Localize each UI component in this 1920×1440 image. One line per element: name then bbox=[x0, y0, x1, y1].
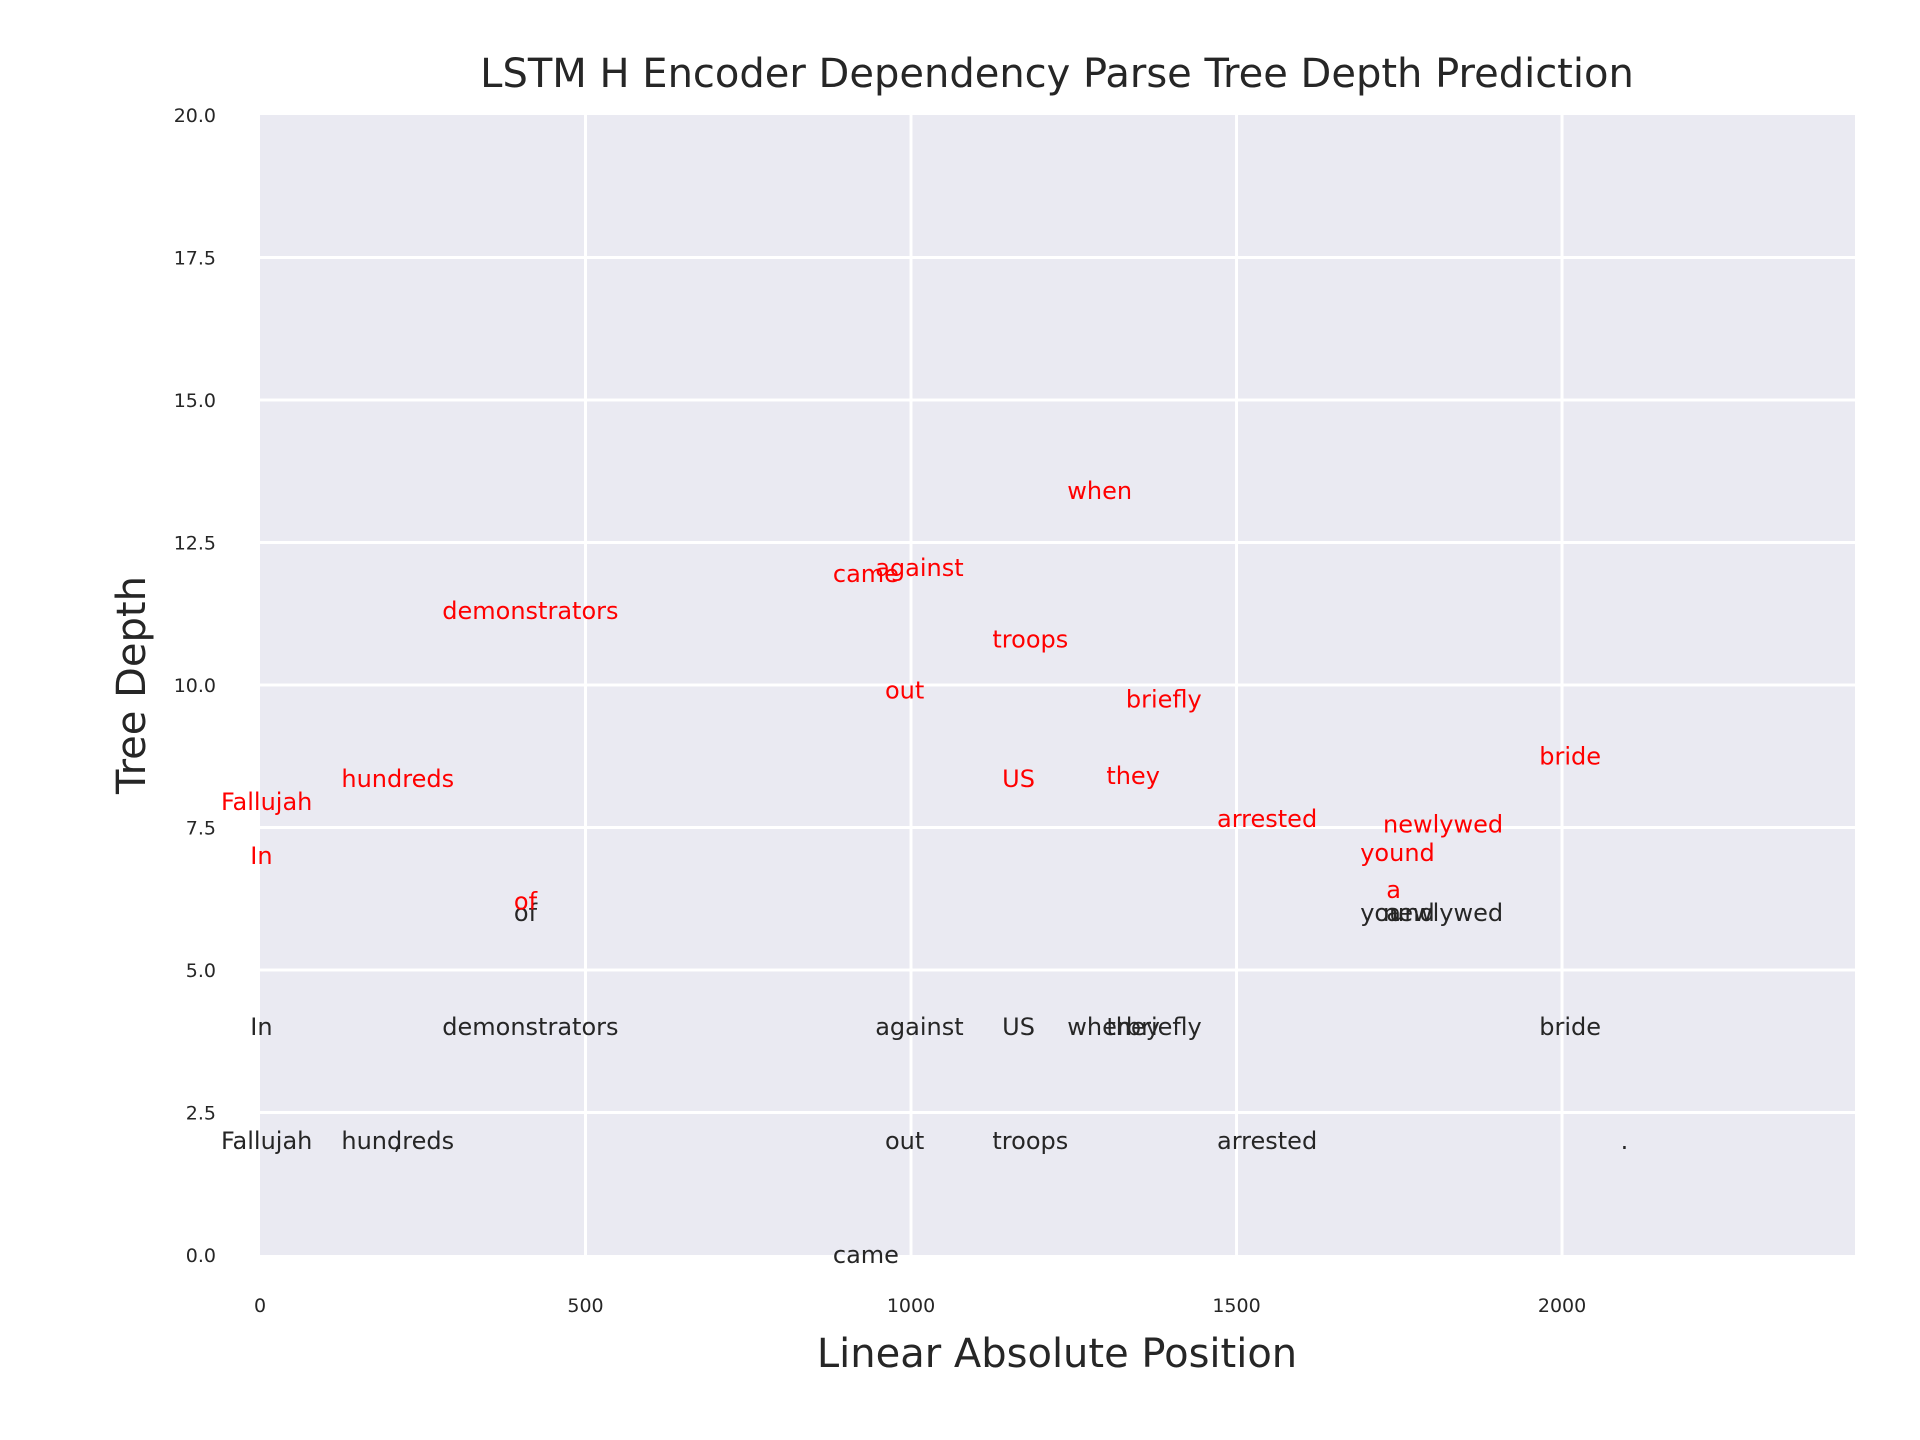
predicted-depth-label: newlywed bbox=[1383, 811, 1503, 839]
gold-depth-label: newlywed bbox=[1383, 899, 1503, 927]
x-tick-label: 500 bbox=[567, 1295, 603, 1317]
gold-depth-label: Fallujah bbox=[221, 1127, 312, 1155]
y-tick-label: 12.5 bbox=[174, 533, 216, 555]
gold-depth-label: . bbox=[1621, 1127, 1629, 1155]
predicted-depth-label: Fallujah bbox=[221, 788, 312, 816]
gold-depth-label: , bbox=[393, 1127, 401, 1155]
predicted-depth-label: against bbox=[875, 554, 963, 582]
tick-labels: 0 500 1000 1500 2000 0.0 2.5 5.0 7.5 10.0 12.5 15.0… bbox=[174, 105, 1587, 1317]
gold-depth-label: troops bbox=[992, 1127, 1068, 1155]
predicted-depth-label: In bbox=[250, 842, 272, 870]
gold-depth-label: a bbox=[1386, 899, 1401, 927]
chart-title: LSTM H Encoder Dependency Parse Tree Dep… bbox=[480, 51, 1634, 97]
gold-depth-label: out bbox=[885, 1127, 924, 1155]
gold-depth-label: when bbox=[1067, 1013, 1132, 1041]
predicted-depth-label: a bbox=[1386, 876, 1401, 904]
y-axis-label: Tree Depth bbox=[109, 576, 155, 795]
y-tick-label: 17.5 bbox=[174, 248, 216, 270]
y-tick-label: 5.0 bbox=[186, 960, 216, 982]
y-tick-label: 20.0 bbox=[174, 105, 216, 127]
x-tick-label: 1000 bbox=[887, 1295, 935, 1317]
gold-depth-label: briefly bbox=[1126, 1013, 1202, 1041]
grid-lines bbox=[260, 115, 1855, 1255]
gold-depth-label: bride bbox=[1539, 1013, 1601, 1041]
gold-depth-label: demonstrators bbox=[442, 1013, 618, 1041]
gold-depth-label: came bbox=[833, 1241, 899, 1269]
y-tick-label: 7.5 bbox=[186, 818, 216, 840]
predicted-depth-label: out bbox=[885, 677, 924, 705]
predicted-depth-label: demonstrators bbox=[442, 597, 618, 625]
x-axis-label: Linear Absolute Position bbox=[817, 1331, 1297, 1377]
predicted-depth-label: hundreds bbox=[341, 765, 454, 793]
x-tick-label: 0 bbox=[254, 1295, 266, 1317]
gold-depth-label: In bbox=[250, 1013, 272, 1041]
predicted-depth-label: they bbox=[1106, 762, 1160, 790]
y-tick-label: 15.0 bbox=[174, 390, 216, 412]
gold-depth-label: arrested bbox=[1217, 1127, 1317, 1155]
gold-depth-label: US bbox=[1002, 1013, 1035, 1041]
gold-depth-label: of bbox=[514, 899, 538, 927]
predicted-depth-label: arrested bbox=[1217, 805, 1317, 833]
gold-depth-label: yound bbox=[1360, 899, 1435, 927]
gold-depth-label: they bbox=[1106, 1013, 1160, 1041]
predicted-depth-label: when bbox=[1067, 477, 1132, 505]
predicted-depth-label: US bbox=[1002, 765, 1035, 793]
predicted-depth-label: bride bbox=[1539, 742, 1601, 770]
y-tick-label: 2.5 bbox=[186, 1103, 216, 1125]
gold-depth-label: hundreds bbox=[341, 1127, 454, 1155]
y-tick-label: 0.0 bbox=[186, 1245, 216, 1267]
predicted-depth-label: of bbox=[514, 888, 538, 916]
y-tick-label: 10.0 bbox=[174, 675, 216, 697]
predicted-depth-label: yound bbox=[1360, 839, 1435, 867]
gold-depth-label: against bbox=[875, 1013, 963, 1041]
predicted-depth-label: briefly bbox=[1126, 685, 1202, 713]
x-tick-label: 2000 bbox=[1538, 1295, 1586, 1317]
x-tick-label: 1500 bbox=[1212, 1295, 1260, 1317]
predicted-depth-label: came bbox=[833, 560, 899, 588]
predicted-depth-label: troops bbox=[992, 625, 1068, 653]
